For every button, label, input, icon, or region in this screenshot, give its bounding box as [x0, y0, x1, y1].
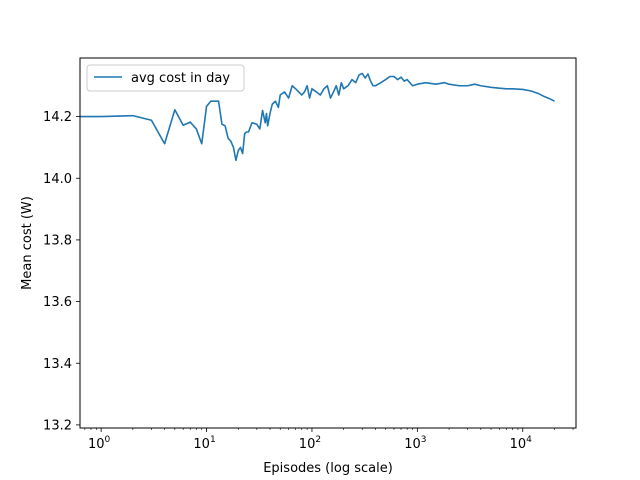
legend-label-avg-cost: avg cost in day: [131, 71, 230, 86]
x-tick-label: 104: [510, 435, 533, 452]
series-layer: [80, 72, 555, 162]
x-tick-label: 103: [404, 435, 426, 452]
legend-box: [86, 64, 245, 92]
y-tick-label: 14.0: [43, 172, 72, 187]
x-tick-label: 101: [193, 435, 215, 452]
y-axis-label: Mean cost (W): [20, 196, 35, 290]
x-tick-label-base: 10: [299, 437, 316, 452]
y-tick-label: 13.6: [43, 295, 72, 310]
x-axis-ticks: 100 101 102 103 104: [84, 428, 574, 452]
x-tick-label-exponent: 1: [210, 435, 216, 445]
series-line-avg-cost: [80, 72, 555, 162]
x-tick-label-base: 10: [510, 437, 527, 452]
x-tick-label-base: 10: [193, 437, 210, 452]
y-tick-label: 14.2: [43, 110, 72, 125]
y-axis-ticks: 13.2 13.4 13.6 13.8 14.0 14.2: [43, 110, 80, 433]
plot-background: [80, 58, 576, 428]
x-tick-label-exponent: 0: [105, 435, 111, 445]
x-tick-label-exponent: 3: [421, 435, 427, 445]
x-tick-label-exponent: 2: [315, 435, 321, 445]
y-tick-label: 13.4: [43, 357, 72, 372]
x-tick-label-base: 10: [404, 437, 421, 452]
y-tick-label: 13.8: [43, 233, 72, 248]
legend: avg cost in day: [86, 64, 245, 92]
x-tick-label: 100: [88, 435, 111, 452]
plot-frame: [79, 57, 577, 429]
x-axis-label: Episodes (log scale): [263, 461, 393, 476]
x-tick-label-base: 10: [88, 437, 105, 452]
y-tick-label: 13.2: [43, 418, 72, 433]
x-tick-label-exponent: 4: [526, 435, 532, 445]
x-tick-label: 102: [299, 435, 321, 452]
